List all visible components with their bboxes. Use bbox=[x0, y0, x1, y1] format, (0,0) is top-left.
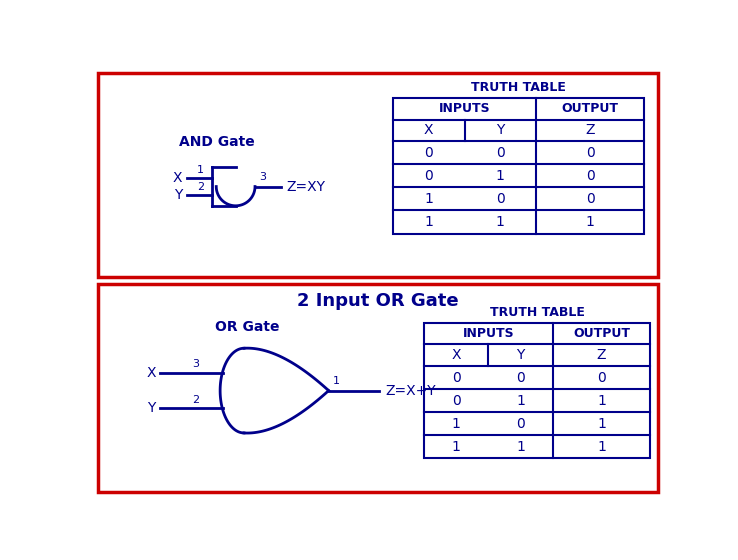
Text: 1: 1 bbox=[452, 440, 461, 454]
Bar bbox=[393, 98, 644, 234]
Text: Y: Y bbox=[517, 348, 525, 362]
Text: Z: Z bbox=[597, 348, 607, 362]
Bar bbox=[424, 323, 650, 458]
Text: 0: 0 bbox=[496, 146, 505, 160]
Text: X: X bbox=[173, 171, 182, 185]
Text: OR Gate: OR Gate bbox=[215, 320, 280, 334]
Text: X: X bbox=[424, 123, 433, 137]
Text: 1: 1 bbox=[424, 192, 433, 206]
Bar bbox=[98, 73, 658, 277]
Text: OUTPUT: OUTPUT bbox=[562, 102, 618, 115]
Text: AND Gate: AND Gate bbox=[179, 135, 255, 149]
Text: X: X bbox=[452, 348, 461, 362]
Text: 0: 0 bbox=[517, 417, 525, 431]
Text: 0: 0 bbox=[496, 192, 505, 206]
Text: 0: 0 bbox=[452, 394, 461, 408]
Text: 1: 1 bbox=[517, 440, 525, 454]
Text: 1: 1 bbox=[424, 215, 433, 229]
Text: 1: 1 bbox=[586, 215, 595, 229]
Text: Y: Y bbox=[148, 402, 156, 416]
Text: Y: Y bbox=[173, 188, 182, 202]
Text: Z=XY: Z=XY bbox=[287, 180, 325, 194]
Text: 1: 1 bbox=[517, 394, 525, 408]
Text: 3: 3 bbox=[192, 359, 199, 369]
Text: 1: 1 bbox=[333, 376, 339, 386]
Text: 0: 0 bbox=[517, 371, 525, 385]
Text: 0: 0 bbox=[597, 371, 606, 385]
Text: 1: 1 bbox=[597, 440, 606, 454]
Text: 2 Input OR Gate: 2 Input OR Gate bbox=[297, 292, 459, 310]
Text: 2: 2 bbox=[197, 182, 204, 192]
Bar bbox=[98, 284, 658, 492]
Text: 1: 1 bbox=[597, 394, 606, 408]
Text: 3: 3 bbox=[260, 172, 266, 182]
Text: 0: 0 bbox=[452, 371, 461, 385]
Text: 1: 1 bbox=[496, 215, 505, 229]
Text: OUTPUT: OUTPUT bbox=[573, 327, 630, 340]
Text: Z: Z bbox=[585, 123, 595, 137]
Text: 1: 1 bbox=[496, 169, 505, 183]
Text: Z=X+Y: Z=X+Y bbox=[385, 384, 436, 398]
Text: 1: 1 bbox=[197, 165, 204, 175]
Text: INPUTS: INPUTS bbox=[463, 327, 514, 340]
Text: 2: 2 bbox=[192, 395, 199, 404]
Text: Y: Y bbox=[496, 123, 505, 137]
Text: X: X bbox=[146, 366, 156, 380]
Text: 0: 0 bbox=[586, 169, 594, 183]
Text: 1: 1 bbox=[597, 417, 606, 431]
Text: 1: 1 bbox=[452, 417, 461, 431]
Text: TRUTH TABLE: TRUTH TABLE bbox=[489, 306, 584, 319]
Text: 0: 0 bbox=[586, 146, 594, 160]
Text: INPUTS: INPUTS bbox=[438, 102, 490, 115]
Text: TRUTH TABLE: TRUTH TABLE bbox=[471, 81, 566, 94]
Text: 0: 0 bbox=[586, 192, 594, 206]
Text: 0: 0 bbox=[424, 146, 433, 160]
Text: 0: 0 bbox=[424, 169, 433, 183]
